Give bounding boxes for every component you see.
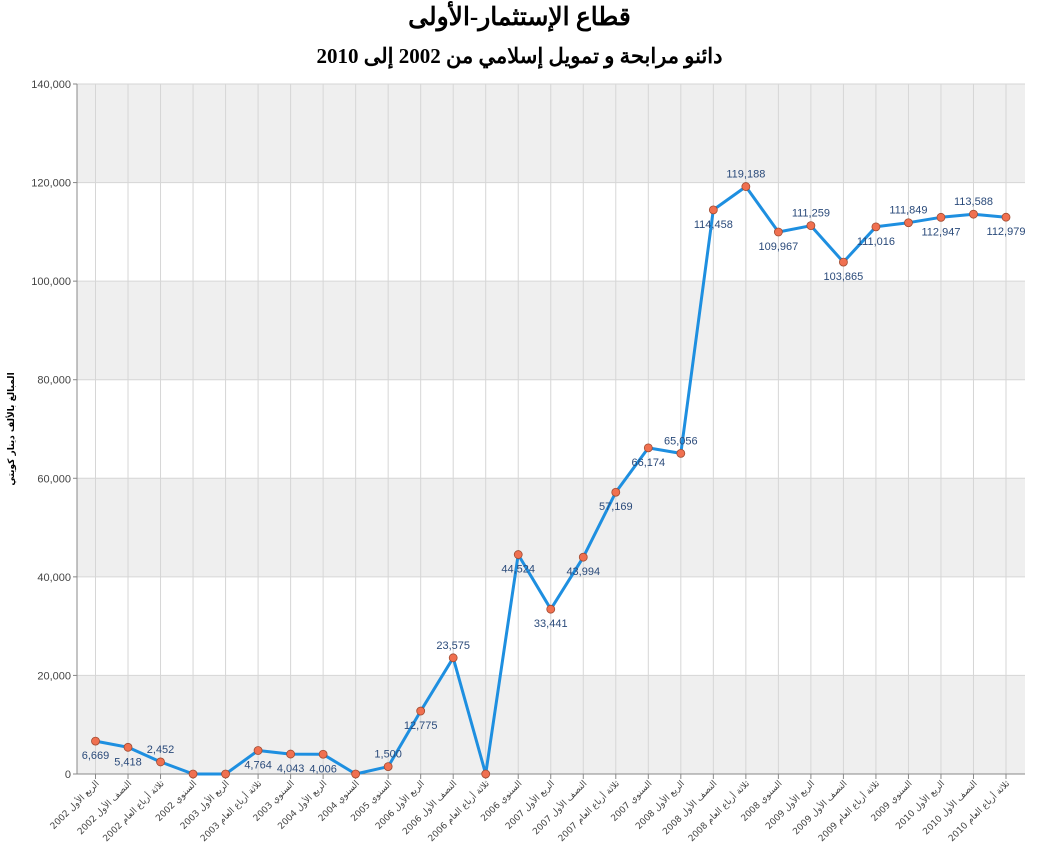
data-label: 33,441 [534,618,568,630]
data-point [871,222,881,232]
data-point [676,448,686,458]
data-point [969,209,978,219]
y-tick-label: 100,000 [31,276,71,288]
data-point [904,218,913,228]
data-point [123,742,133,752]
data-point [741,182,751,191]
data-point [839,257,848,267]
x-tick-label: النصف الأول 2010 [920,778,980,838]
data-label: 12,775 [404,720,438,732]
x-tick-label: النصف الأول 2002 [75,778,135,838]
data-label: 114,458 [694,219,733,231]
y-tick-label: 0 [65,769,71,781]
data-point [286,749,296,759]
data-label: 43,994 [566,566,600,578]
x-tick-label: ثلاثة أرباع العام 2007 [555,777,622,844]
data-point [221,769,230,779]
data-point [936,212,946,222]
data-point [156,757,165,767]
x-tick-label: النصف الأول 2007 [530,778,590,838]
data-point [383,762,393,772]
data-label: 111,259 [792,208,830,220]
data-point [318,749,328,759]
data-point [806,221,816,231]
x-tick-label: ثلاثة أرباع العام 2009 [816,777,883,844]
data-label: 65,056 [664,435,698,447]
data-point [1001,212,1011,222]
data-label: 23,575 [436,640,470,652]
y-axis-label: المبالغ بالألف دينار كويتي [5,372,17,485]
x-tick-label: ثلاثة أرباع العام 2010 [946,777,1013,844]
data-point [188,769,198,779]
chart-title: قطاع الإستثمار-الأولى [408,4,631,31]
data-label: 111,849 [889,205,927,217]
y-tick-label: 60,000 [37,473,71,485]
data-point [253,746,263,755]
x-tick-label: ثلاثة أرباع العام 2002 [100,777,167,844]
data-label: 44,524 [501,564,535,576]
data-label: 66,174 [631,457,665,469]
chart-subtitle: دائنو مرابحة و تمويل إسلامي من 2002 إلى … [316,44,723,68]
y-tick-label: 40,000 [37,572,71,584]
data-labels: 6,669 5,418 2,452 4,764 4,043 4,006 1,500 12,77… [82,169,1026,776]
data-label: 103,865 [824,271,864,283]
data-point [578,552,588,562]
data-label: 113,588 [954,196,993,208]
data-markers [91,182,1011,779]
x-tick-label: ثلاثة أرباع العام 2003 [198,777,265,844]
data-label: 109,967 [758,241,798,253]
data-point [546,604,556,614]
y-tick-label: 140,000 [31,79,71,91]
data-point [513,550,523,559]
data-label: 2,452 [147,744,175,756]
data-label: 112,947 [921,226,960,238]
data-label: 111,016 [857,236,895,248]
y-tick-label: 120,000 [31,178,71,190]
data-point [448,653,458,663]
data-label: 112,979 [987,226,1026,238]
data-label: 4,764 [244,760,272,772]
data-label: 1,500 [374,749,402,761]
x-tick-label: ثلاثة أرباع العام 2008 [685,777,752,844]
data-point [643,443,653,453]
data-point [351,769,361,779]
data-label: 4,006 [309,763,337,775]
data-point [773,227,783,237]
x-tick-label: النصف الأول 2009 [790,778,850,838]
data-point [708,205,718,215]
data-label: 6,669 [82,750,110,762]
y-tick-label: 20,000 [37,670,71,682]
data-point [611,487,621,497]
y-tick-label: 80,000 [37,375,71,387]
x-tick-label: النصف الأول 2008 [660,778,720,838]
y-tick-labels: 0 20,000 40,000 60,000 80,000 100,000 120,000 1… [31,79,77,781]
x-tick-label: ثلاثة أرباع العام 2006 [425,777,492,844]
data-point [91,736,100,746]
x-tick-label: النصف الأول 2006 [400,778,460,838]
data-label: 4,043 [277,763,305,775]
gridlines [77,83,1025,775]
data-point [481,769,491,779]
data-label: 119,188 [726,169,765,181]
data-label: 5,418 [114,756,142,768]
data-label: 57,169 [599,501,633,513]
data-point [416,706,426,716]
